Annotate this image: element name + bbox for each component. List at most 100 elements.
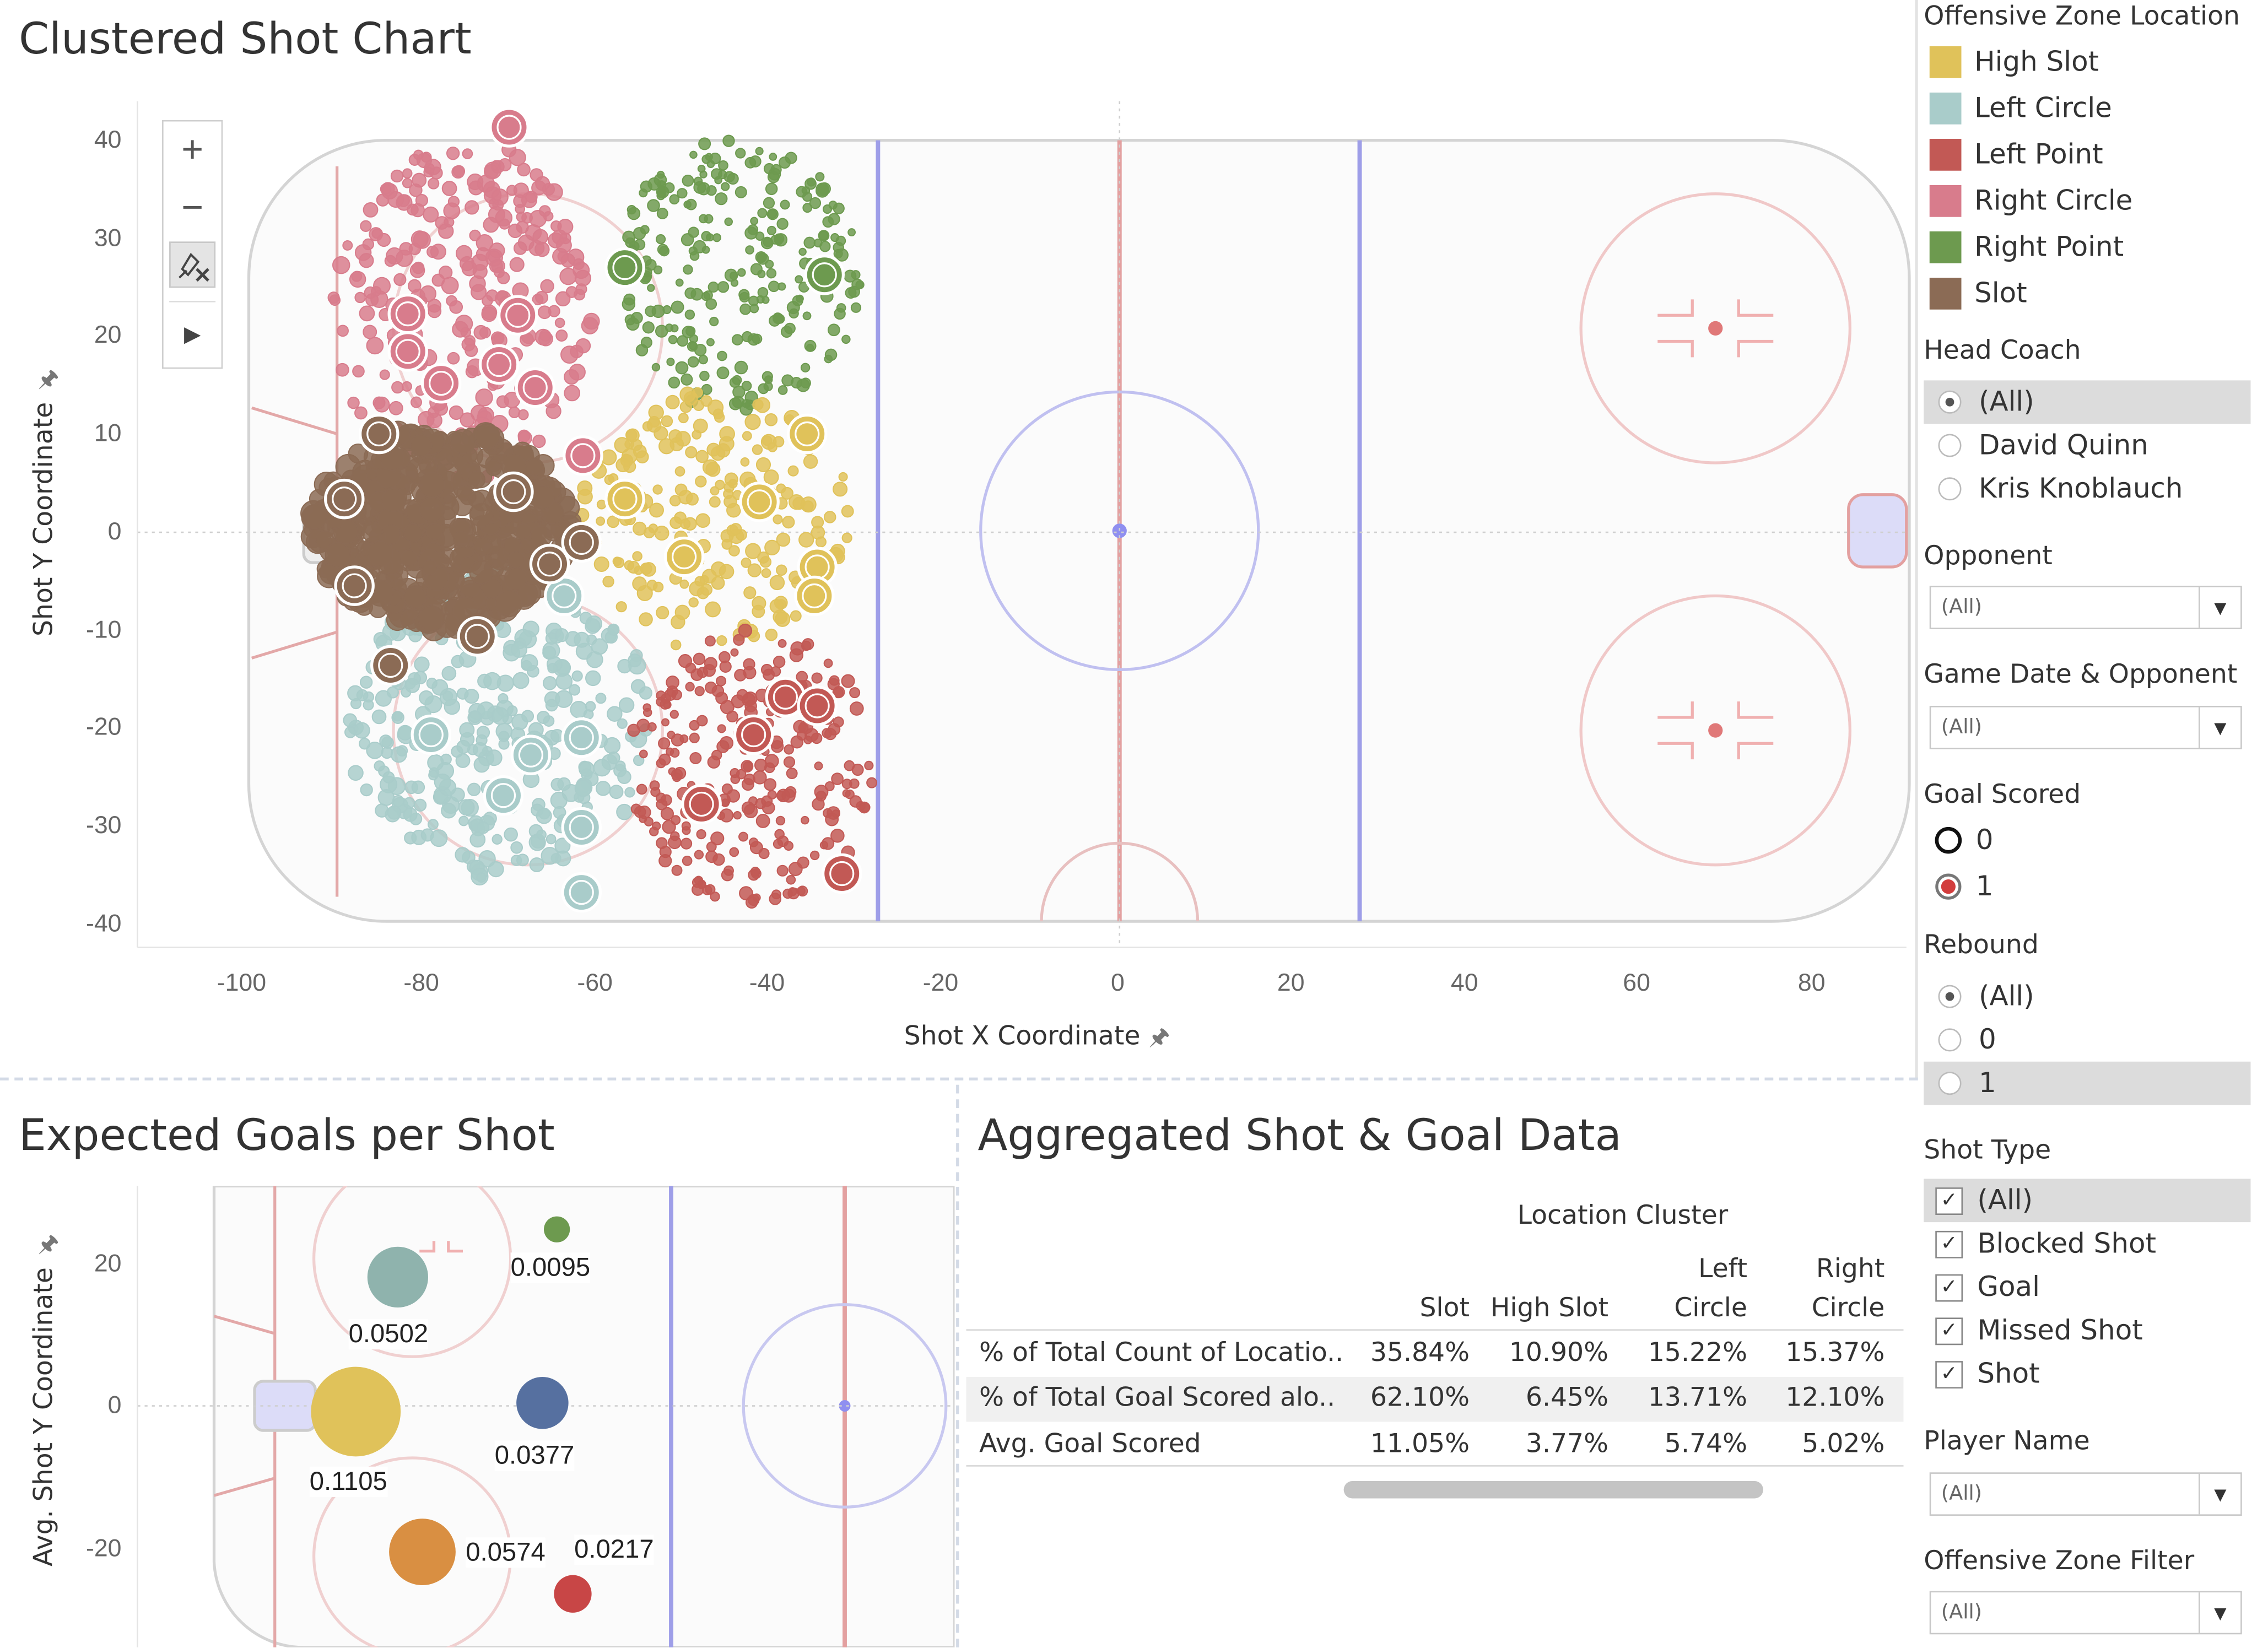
shot-point: [656, 208, 668, 219]
shot-point: [735, 186, 747, 198]
shot-point: [614, 437, 630, 453]
horizontal-scrollbar[interactable]: [1343, 1481, 1763, 1499]
shot-point: [418, 605, 445, 632]
shot-point: [577, 489, 593, 505]
goal-marker-core: [612, 487, 638, 512]
zoom-in-button[interactable]: +: [181, 127, 204, 171]
x-tick: 40: [1450, 969, 1478, 997]
shot-point: [367, 541, 393, 567]
shot-point: [335, 363, 349, 377]
player-name-dropdown[interactable]: (All) ▼: [1929, 1472, 2242, 1516]
bubble-slot[interactable]: [311, 1366, 401, 1457]
shot-point: [344, 726, 357, 738]
panel-divider: [956, 1084, 962, 1647]
head-coach-option-david-quinn[interactable]: David Quinn: [1927, 428, 2148, 463]
row-label: % of Total Goal Scored alo..: [979, 1382, 1336, 1413]
shot-point: [579, 761, 595, 777]
chevron-down-icon: ▼: [2199, 1473, 2240, 1515]
shot-point: [716, 635, 727, 646]
shot-point: [571, 670, 583, 682]
shot-point: [439, 265, 453, 280]
head-coach-option-all[interactable]: (All): [1927, 385, 2034, 419]
shot-point: [684, 309, 695, 320]
shot-point: [776, 791, 786, 801]
radio-button: [1938, 1072, 1962, 1095]
legend-item-slot[interactable]: Slot: [1929, 276, 2027, 311]
pin-icon[interactable]: 🖈: [1148, 1022, 1170, 1050]
legend-item-left-point[interactable]: Left Point: [1929, 137, 2103, 172]
bubble-left-circle[interactable]: [367, 1246, 428, 1307]
shot-type-option-missed-shot[interactable]: ✓ Missed Shot: [1927, 1314, 2143, 1348]
data-label: 0.0377: [494, 1440, 575, 1471]
play-icon[interactable]: ▶: [183, 322, 201, 347]
shot-type-option-blocked-shot[interactable]: ✓ Blocked Shot: [1927, 1226, 2156, 1261]
shot-point: [535, 176, 550, 191]
y-axis-title: Shot Y Coordinate 🖈: [29, 289, 68, 636]
shot-point: [547, 663, 558, 674]
legend-item-right-point[interactable]: Right Point: [1929, 230, 2124, 264]
clear-pins-button[interactable]: [169, 241, 216, 288]
head-coach-option-kris-knoblauch[interactable]: Kris Knoblauch: [1927, 472, 2183, 506]
swatch: [1929, 139, 1962, 171]
rebound-option-0[interactable]: 0: [1927, 1023, 1996, 1057]
goal-marker-core: [570, 443, 596, 468]
shot-type-option-goal[interactable]: ✓ Goal: [1927, 1270, 2040, 1305]
shot-point: [741, 801, 755, 815]
shot-point: [768, 280, 780, 293]
offensive-zone-dropdown[interactable]: (All) ▼: [1929, 1591, 2242, 1635]
shot-point: [414, 656, 430, 672]
shot-point: [685, 446, 698, 458]
shot-point: [379, 734, 392, 748]
goal-marker-core: [501, 479, 526, 505]
shot-point: [696, 667, 709, 678]
game-date-dropdown[interactable]: (All) ▼: [1929, 706, 2242, 749]
shot-point: [462, 148, 473, 159]
shot-point: [785, 152, 797, 164]
shot-point: [717, 281, 730, 293]
shot-type-option-shot[interactable]: ✓ Shot: [1927, 1357, 2040, 1391]
table-divider: [966, 1465, 1904, 1467]
shot-point: [509, 257, 525, 272]
option-label: 0: [1979, 1024, 1996, 1056]
radio-button: [1938, 1028, 1962, 1052]
shot-point: [649, 502, 664, 518]
zoom-out-button[interactable]: −: [181, 185, 204, 229]
shot-chart[interactable]: [0, 0, 1916, 1078]
shot-point: [809, 850, 820, 861]
shot-type-option-all[interactable]: ✓ (All): [1927, 1183, 2033, 1218]
legend-item-high-slot[interactable]: High Slot: [1929, 45, 2099, 79]
shot-point: [842, 789, 851, 798]
goal-marker-core: [812, 262, 837, 288]
shot-point: [381, 183, 398, 199]
pin-icon[interactable]: 🖈: [37, 365, 60, 393]
shot-point: [595, 781, 611, 796]
shot-point: [866, 777, 878, 788]
shot-point: [675, 361, 689, 375]
shot-point: [536, 808, 552, 824]
goal-scored-legend-1[interactable]: 1: [1932, 869, 1993, 904]
legend-item-left-circle[interactable]: Left Circle: [1929, 91, 2112, 126]
bubble-right-point[interactable]: [544, 1216, 570, 1242]
shot-point: [733, 811, 742, 820]
legend-label: Right Circle: [1974, 185, 2133, 217]
shot-point: [693, 652, 706, 666]
shot-point: [459, 722, 475, 738]
rebound-option-all[interactable]: (All): [1927, 979, 2034, 1014]
legend-item-right-circle[interactable]: Right Circle: [1929, 183, 2133, 218]
bubble-left-point[interactable]: [554, 1575, 592, 1613]
opponent-dropdown[interactable]: (All) ▼: [1929, 586, 2242, 629]
bubble-right-circle[interactable]: [389, 1519, 456, 1585]
pin-icon[interactable]: 🖈: [37, 1230, 60, 1258]
expected-goals-chart[interactable]: [0, 1186, 955, 1647]
shot-point: [769, 575, 785, 591]
shot-point: [660, 807, 674, 820]
goal-scored-legend-0[interactable]: 0: [1932, 823, 1993, 858]
y-axis-label: Avg. Shot Y Coordinate: [29, 1267, 60, 1566]
shot-point: [828, 213, 840, 225]
rebound-option-1[interactable]: 1: [1927, 1066, 1996, 1101]
x-tick: 80: [1797, 969, 1826, 997]
shot-point: [446, 295, 457, 307]
data-label: 0.0095: [510, 1252, 591, 1283]
shot-point: [656, 798, 668, 811]
bubble-high-slot[interactable]: [516, 1377, 569, 1429]
